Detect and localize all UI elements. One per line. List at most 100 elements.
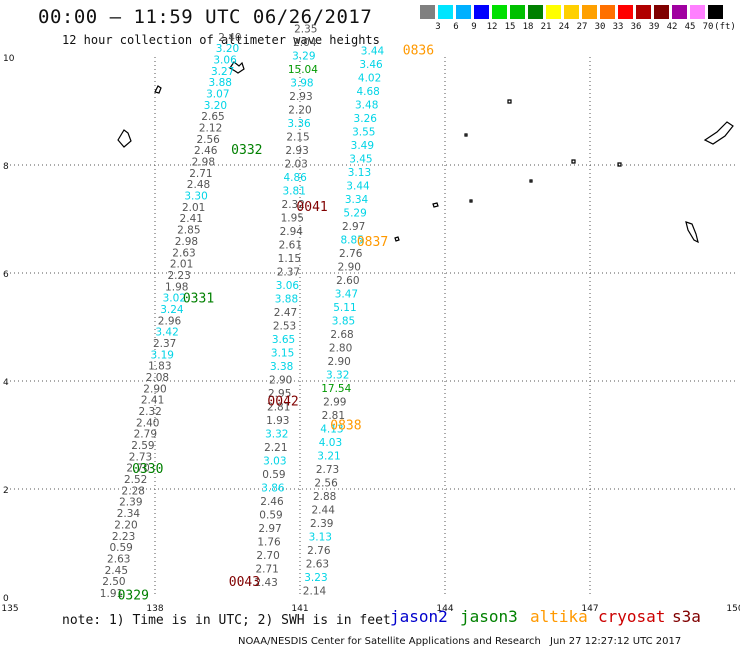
pass-time-label: 0329 [118, 589, 149, 604]
scale-swatch [492, 5, 507, 19]
swh-value: 1.95 [281, 213, 304, 225]
swh-value: 3.65 [272, 334, 295, 346]
altimeter-tracks: 1.912.502.452.630.592.232.202.342.392.28… [100, 24, 385, 600]
swh-value: 2.35 [294, 24, 317, 36]
lat-tick-label: 0 [3, 594, 9, 604]
swh-value: 3.88 [275, 294, 298, 306]
scale-label: 33 [612, 22, 624, 32]
swh-value: 3.34 [345, 194, 369, 206]
island-outline [703, 121, 734, 145]
swh-value: 0.59 [262, 469, 285, 481]
swh-value: 2.39 [310, 518, 333, 530]
pass-time-label: 0836 [403, 43, 434, 58]
swh-value: 2.34 [117, 508, 141, 520]
swh-value: 2.28 [122, 485, 145, 497]
swh-value: 2.65 [201, 111, 224, 123]
swh-value: 2.48 [187, 179, 210, 191]
swh-value: 2.60 [336, 275, 359, 287]
lat-tick-label: 8 [3, 162, 9, 172]
swh-value: 3.81 [283, 186, 306, 198]
island-outline [432, 202, 439, 208]
swh-value: 3.49 [351, 140, 374, 152]
swh-value: 2.46 [194, 145, 218, 157]
scale-label: 27 [576, 22, 588, 32]
island-outline [464, 133, 468, 137]
swh-value: 3.46 [359, 59, 383, 71]
swh-value: 5.11 [333, 302, 356, 314]
swh-value: 2.81 [267, 402, 290, 414]
satellite-legend-cryosat: cryosat [598, 607, 666, 626]
swh-value: 2.70 [126, 463, 149, 475]
swh-value: 2.63 [107, 553, 130, 565]
scale-swatch [510, 5, 525, 19]
footer-note: note: 1) Time is in UTC; 2) SWH is in fe… [62, 613, 391, 628]
swh-value: 2.45 [105, 565, 128, 577]
swh-value: 2.37 [277, 267, 300, 279]
swh-value: 3.42 [155, 327, 178, 339]
swh-value: 3.24 [160, 304, 184, 316]
scale-swatch [600, 5, 615, 19]
swh-value: 2.20 [114, 519, 137, 531]
swh-value: 4.68 [356, 86, 379, 98]
coastlines [117, 61, 734, 244]
swh-value: 3.15 [271, 348, 294, 360]
swh-value: 0.59 [109, 542, 132, 554]
swh-value: 3.98 [290, 78, 313, 90]
swh-value: 3.20 [204, 100, 227, 112]
pass-time-label: 0043 [229, 575, 260, 590]
scale-label: 12 [486, 22, 498, 32]
scale-swatch [618, 5, 633, 19]
swh-value: 2.70 [256, 550, 279, 562]
scale-swatch [564, 5, 579, 19]
scale-swatch [546, 5, 561, 19]
pass-time-label: 0042 [267, 394, 298, 409]
footer-credit: NOAA/NESDIS Center for Satellite Applica… [238, 636, 541, 647]
swh-value: 2.20 [288, 105, 311, 117]
swh-value: 2.41 [141, 395, 164, 407]
island-outline [529, 179, 533, 183]
swh-value: 2.68 [330, 329, 353, 341]
swh-value: 2.46 [260, 496, 284, 508]
swh-value: 3.32 [326, 369, 349, 381]
swh-value: 2.39 [119, 497, 142, 509]
pass-time-labels: 0329 0330 0331 0332 0043 0042 0041 0838 0837 0836 [118, 43, 434, 603]
swh-value: 3.29 [292, 51, 315, 63]
lat-tick-label: 10 [3, 54, 15, 64]
swh-value: 3.36 [287, 118, 311, 130]
swh-value: 2.73 [129, 451, 152, 463]
island-outline [469, 199, 473, 203]
swh-value: 2.94 [280, 226, 304, 238]
satellite-legend-jason3: jason3 [460, 607, 518, 626]
pass-time-label: 0838 [330, 419, 361, 434]
swh-value: 2.01 [170, 259, 193, 271]
swh-value: 15.04 [288, 64, 318, 76]
lon-tick-label: 141 [291, 604, 308, 614]
swh-value: 2.47 [274, 307, 297, 319]
swh-value: 2.63 [306, 558, 329, 570]
map-grid [10, 57, 735, 597]
swh-value: 2.01 [182, 202, 205, 214]
swh-value: 3.26 [354, 113, 378, 125]
swh-value: 2.12 [199, 123, 222, 135]
swh-value: 4.02 [358, 72, 381, 84]
swh-value: 2.37 [153, 338, 176, 350]
lon-tick-label: 135 [1, 604, 18, 614]
swh-value: 2.32 [138, 406, 161, 418]
lat-tick-label: 4 [3, 378, 9, 388]
swh-value: 2.56 [314, 477, 338, 489]
pass-time-label: 0331 [183, 292, 214, 307]
island-outline [685, 221, 699, 244]
swh-value: 2.56 [196, 134, 220, 146]
swh-value: 3.45 [349, 153, 372, 165]
satellite-legend-s3a: s3a [672, 607, 701, 626]
swh-value: 4.13 [320, 423, 343, 435]
swh-value: 1.76 [257, 537, 281, 549]
swh-value: 5.29 [343, 207, 366, 219]
swh-value: 2.76 [307, 545, 331, 557]
track-cryosat-0043: 2.143.232.632.763.132.392.442.882.562.73… [303, 45, 385, 597]
scale-label: 70 [702, 22, 714, 32]
swh-value: 4.03 [319, 437, 342, 449]
swh-value: 2.98 [175, 236, 198, 248]
swh-value: 3.48 [355, 99, 378, 111]
swh-value: 3.03 [263, 456, 286, 468]
